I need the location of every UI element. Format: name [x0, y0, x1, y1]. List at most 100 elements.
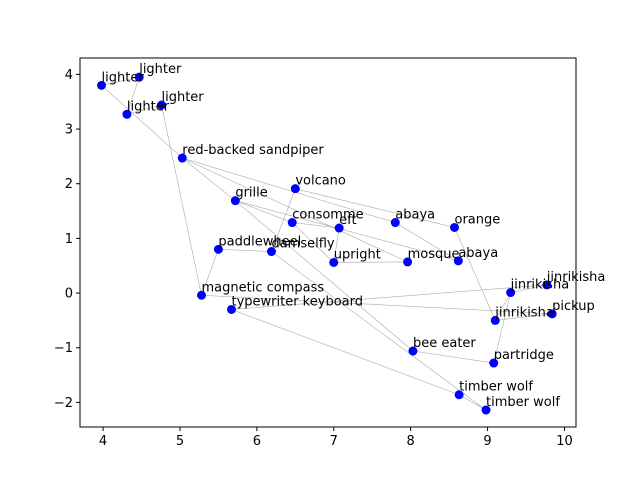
data-point: [329, 257, 339, 267]
connection-line: [494, 292, 511, 321]
point-label: lighter: [127, 99, 170, 114]
plot-area-frame: [79, 57, 577, 428]
connection-line: [333, 261, 408, 263]
x-tick-label: 6: [253, 434, 261, 449]
connection-line: [182, 157, 408, 263]
data-point: [334, 223, 344, 233]
data-point: [157, 100, 167, 110]
x-tick-label: 9: [483, 434, 491, 449]
data-point: [230, 196, 240, 206]
data-point: [134, 72, 144, 82]
data-point: [390, 218, 400, 228]
x-tick-label: 10: [556, 434, 573, 449]
connection-line: [201, 249, 219, 296]
data-point: [177, 153, 187, 163]
data-point: [97, 80, 107, 90]
connection-line: [458, 394, 487, 411]
data-point: [481, 405, 491, 415]
connection-line: [235, 200, 414, 352]
data-point: [454, 390, 464, 400]
y-tick-label: 1: [65, 232, 73, 247]
point-label: damselfly: [271, 237, 334, 252]
connection-line: [182, 157, 236, 201]
y-tick-label: −2: [54, 396, 73, 411]
x-axis: 4 5 6 7 8 9 10: [99, 427, 573, 449]
connection-line: [412, 350, 494, 364]
x-tick-label: 7: [330, 434, 338, 449]
connection-lines: [101, 76, 553, 411]
data-point: [213, 244, 223, 254]
point-label: timber wolf: [459, 380, 533, 395]
point-label: abaya: [458, 246, 498, 261]
data-point: [542, 280, 552, 290]
point-label: orange: [454, 212, 500, 227]
data-point: [449, 222, 459, 232]
point-label: mosque: [408, 247, 460, 262]
connection-line: [101, 76, 140, 86]
connection-line: [292, 222, 340, 229]
point-label: lighter: [162, 90, 205, 105]
connection-line: [218, 249, 272, 252]
connection-line: [235, 200, 293, 223]
point-label: lighter: [102, 70, 145, 85]
connection-line: [231, 284, 547, 310]
point-label: lighter: [139, 62, 182, 77]
data-point: [122, 109, 132, 119]
point-label: upright: [334, 247, 381, 262]
data-point: [408, 346, 418, 356]
connection-line: [295, 188, 455, 228]
data-point: [506, 288, 516, 298]
connection-line: [395, 222, 459, 262]
point-label: abaya: [395, 208, 435, 223]
connection-line: [161, 104, 202, 296]
connection-line: [231, 309, 460, 396]
connection-line: [201, 294, 553, 315]
point-label: consomme: [292, 208, 363, 223]
connection-line: [271, 251, 487, 411]
data-point: [490, 315, 500, 325]
y-tick-label: 4: [65, 68, 73, 83]
connection-line: [126, 77, 140, 115]
point-label: partridge: [494, 348, 554, 363]
y-axis: −2 −1 0 1 2 3 4: [54, 68, 80, 411]
data-point: [290, 184, 300, 194]
connection-line: [271, 188, 296, 252]
connection-line: [292, 222, 334, 263]
connection-line: [454, 227, 496, 321]
point-label: red-backed sandpiper: [182, 143, 324, 158]
data-points: [97, 72, 557, 415]
connection-line: [182, 157, 396, 223]
data-point: [226, 304, 236, 314]
x-tick-label: 8: [407, 434, 415, 449]
point-label: timber wolf: [486, 395, 560, 410]
connection-line: [493, 292, 511, 364]
connection-line: [510, 284, 547, 293]
point-label: typewriter keyboard: [231, 294, 362, 309]
y-tick-label: −1: [54, 341, 73, 356]
data-point: [287, 218, 297, 228]
connection-line: [333, 227, 340, 263]
y-tick-label: 2: [65, 177, 73, 192]
connection-line: [101, 85, 183, 159]
connection-line: [495, 313, 553, 321]
point-label: volcano: [295, 174, 346, 189]
point-label: eft: [339, 213, 356, 228]
data-point: [266, 247, 276, 257]
y-tick-label: 0: [65, 287, 73, 302]
point-label: paddlewheel: [218, 234, 301, 249]
connection-line: [235, 200, 459, 262]
x-tick-label: 4: [99, 434, 107, 449]
connection-line: [126, 104, 162, 115]
point-label: jinrikisha: [510, 278, 570, 293]
y-tick-label: 3: [65, 123, 73, 138]
data-point: [453, 256, 463, 266]
data-point: [489, 358, 499, 368]
data-point: [403, 257, 413, 267]
point-label: jinrikisha: [494, 305, 554, 320]
point-label: grille: [235, 186, 267, 201]
data-point: [197, 290, 207, 300]
data-point: [547, 309, 557, 319]
point-label: bee eater: [413, 336, 476, 351]
